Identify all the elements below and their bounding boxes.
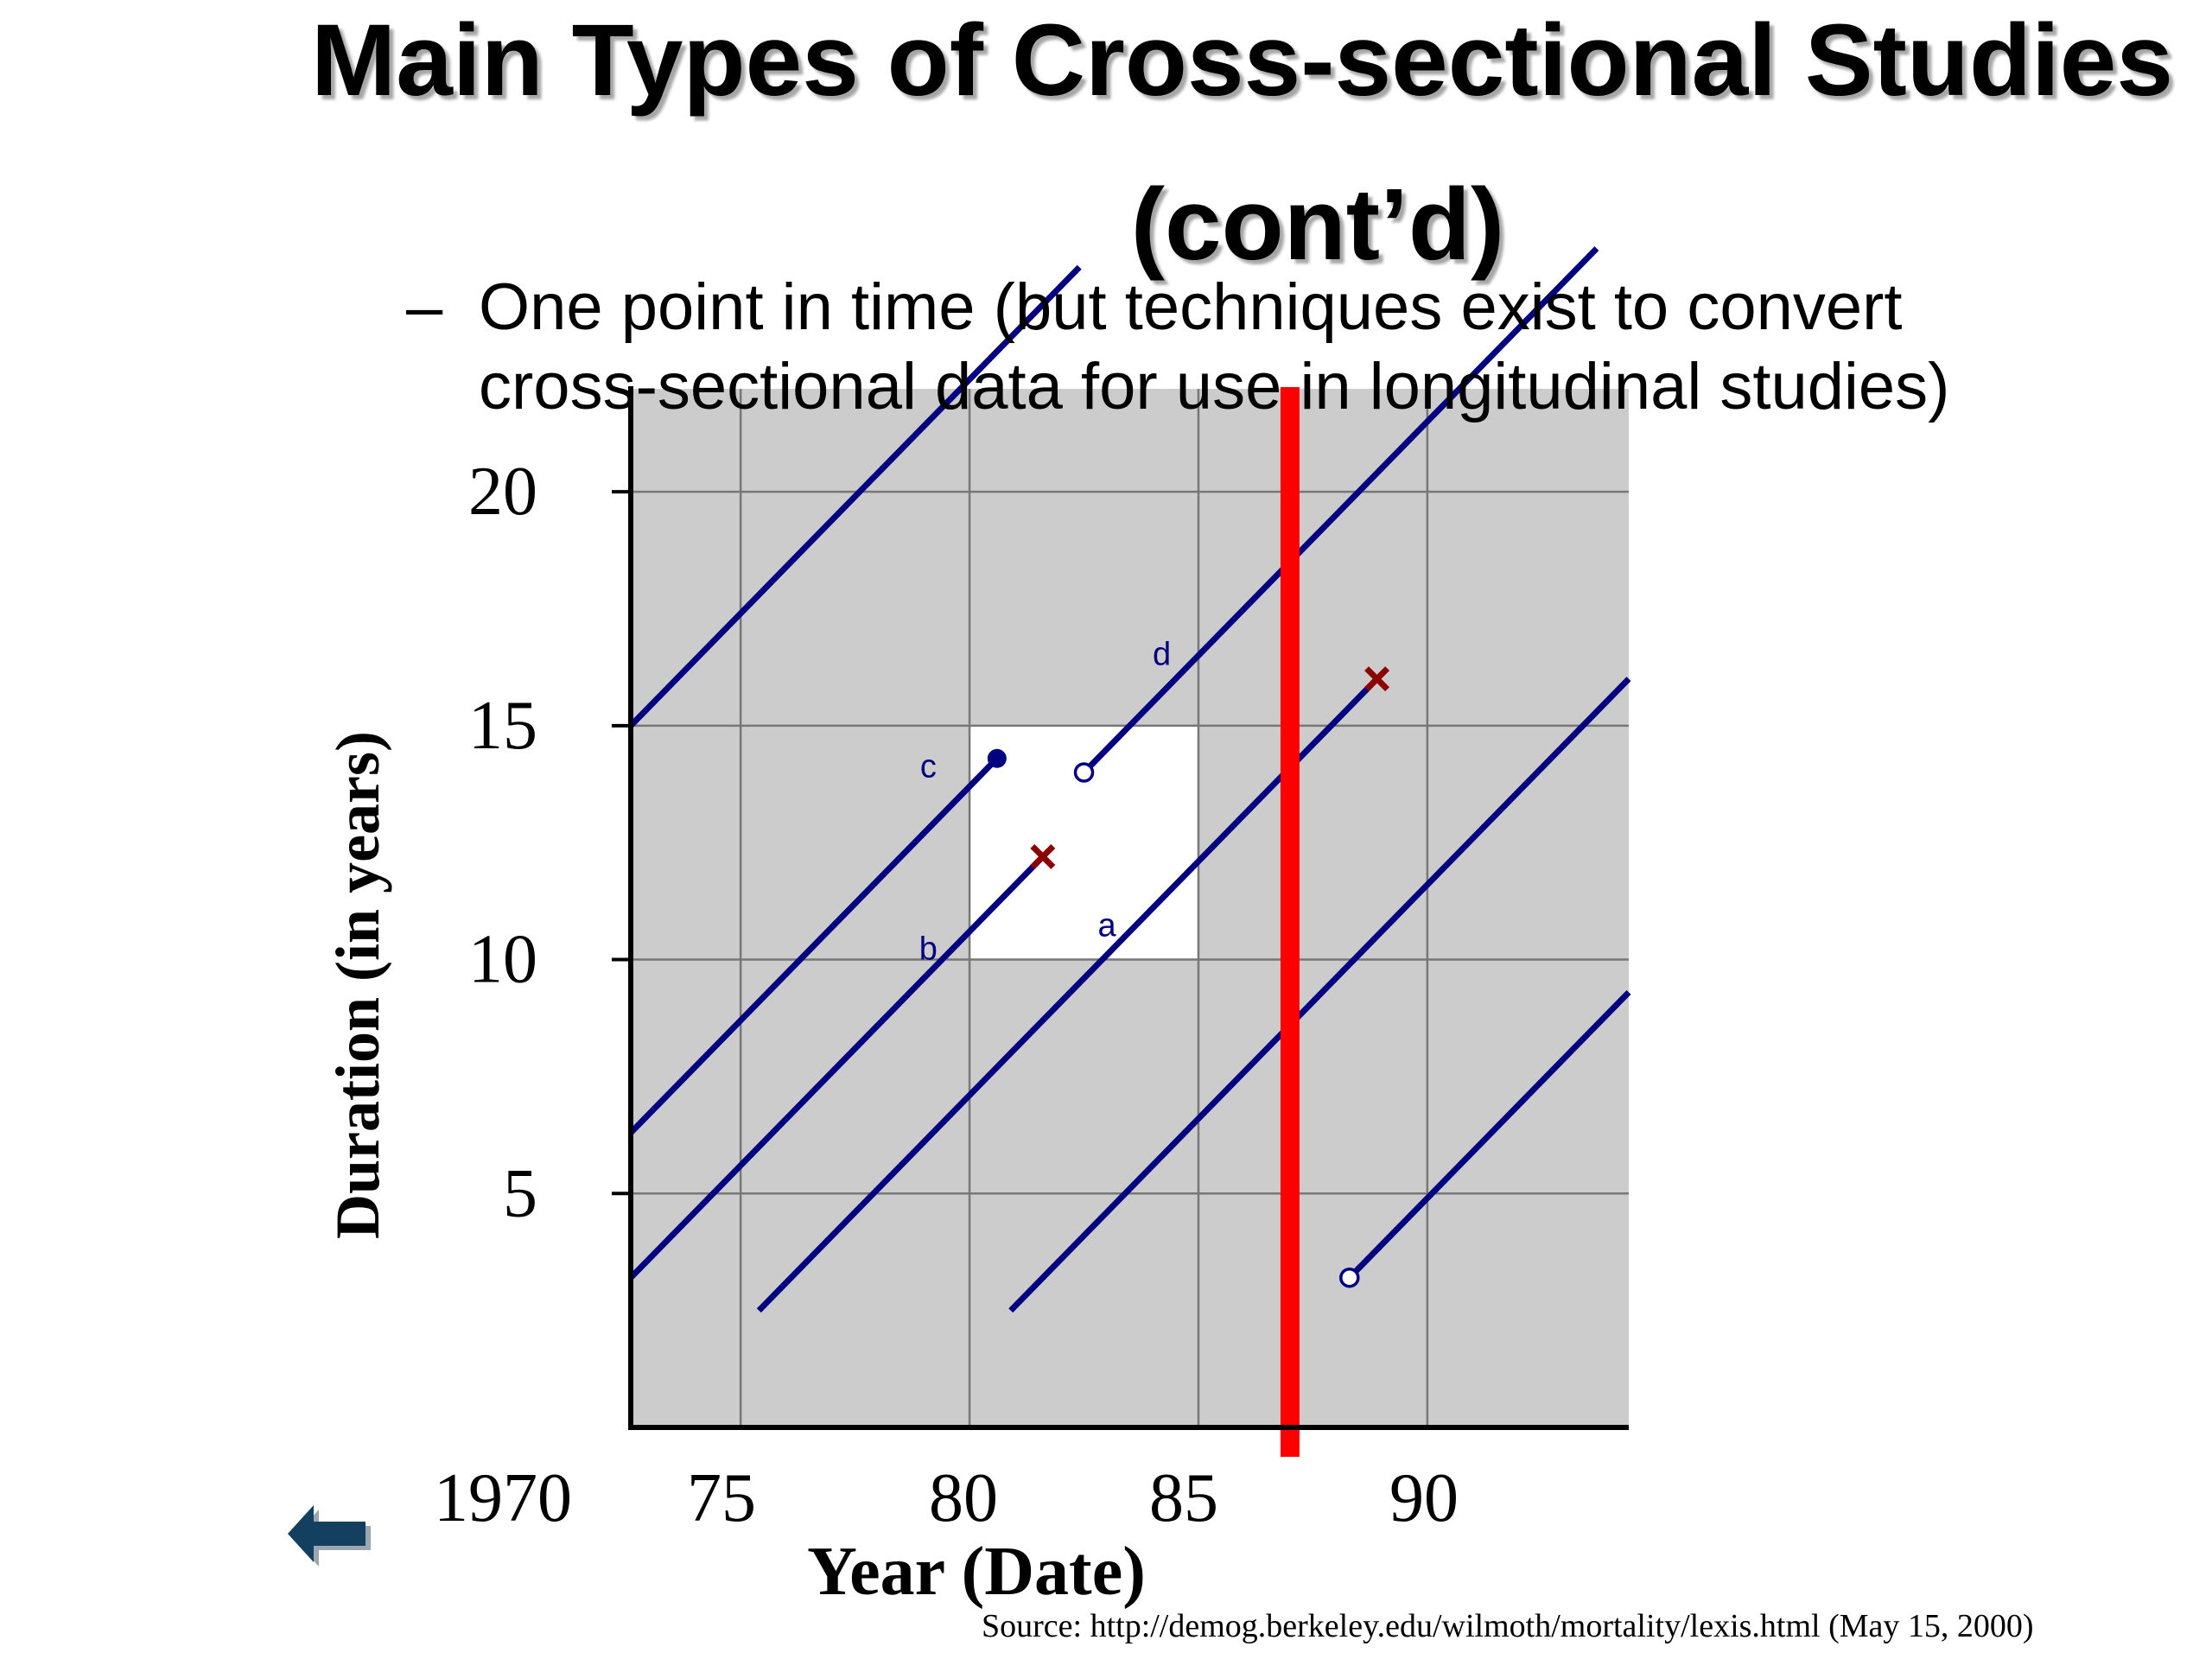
slide-title-line1: Main Types of Cross-sectional Studies <box>311 3 2174 118</box>
bullet-dash: – <box>406 270 443 344</box>
entry-marker <box>1339 1267 1360 1288</box>
life-line <box>1347 990 1631 1281</box>
y-tick-label: 15 <box>468 688 537 764</box>
y-tick-label: 5 <box>503 1155 537 1231</box>
slide-title-line2: (cont’d) <box>1130 168 1505 282</box>
line-label: a <box>1097 907 1116 944</box>
life-line <box>628 854 1046 1281</box>
x-tick-label: 90 <box>1389 1460 1459 1536</box>
life-line <box>628 264 1082 728</box>
line-label: c <box>920 748 937 785</box>
life-line <box>628 756 1000 1135</box>
x-tick-label: 1970 <box>434 1460 572 1536</box>
x-tick-label: 80 <box>929 1460 998 1536</box>
x-tick-label: 85 <box>1149 1460 1218 1536</box>
y-axis-title: Duration (in years) <box>323 731 392 1239</box>
death-marker-stroke <box>1030 843 1056 869</box>
source-citation: Source: http://demog.berkeley.edu/wilmot… <box>982 1608 2034 1644</box>
life-line <box>1008 677 1631 1313</box>
exit-marker <box>987 748 1007 768</box>
y-tick-label: 20 <box>468 454 537 530</box>
bullet-line2: cross-sectional data for use in longitud… <box>479 350 1950 423</box>
life-line <box>1082 246 1599 775</box>
line-label: d <box>1153 636 1171 672</box>
bullet-line1: One point in time (but techniques exist … <box>479 270 1903 344</box>
entry-marker <box>1073 762 1095 783</box>
death-marker <box>1030 843 1056 869</box>
death-marker <box>1364 666 1390 692</box>
life-line <box>756 677 1380 1313</box>
x-axis-title: Year (Date) <box>807 1534 1146 1610</box>
line-label: b <box>919 931 938 968</box>
death-marker-stroke <box>1364 666 1390 692</box>
back-arrow-icon[interactable] <box>288 1499 374 1577</box>
x-tick-label: 75 <box>687 1460 756 1536</box>
y-tick-label: 10 <box>468 922 537 998</box>
